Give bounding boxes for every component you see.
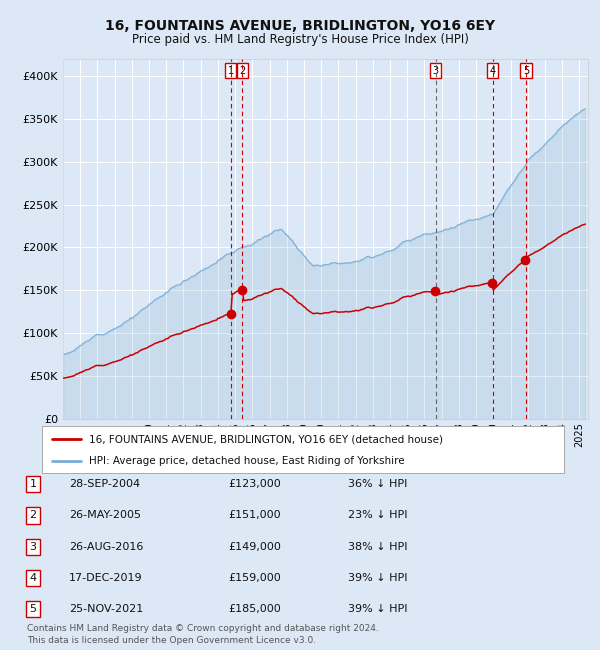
Text: 39% ↓ HPI: 39% ↓ HPI [348,604,407,614]
Text: £185,000: £185,000 [228,604,281,614]
Text: 25-NOV-2021: 25-NOV-2021 [69,604,143,614]
Text: £151,000: £151,000 [228,510,281,521]
Text: £149,000: £149,000 [228,541,281,552]
Text: 4: 4 [490,66,496,75]
Text: 2: 2 [29,510,37,521]
Text: 1: 1 [29,479,37,489]
Text: 5: 5 [523,66,529,75]
Text: 16, FOUNTAINS AVENUE, BRIDLINGTON, YO16 6EY: 16, FOUNTAINS AVENUE, BRIDLINGTON, YO16 … [105,19,495,33]
Text: 36% ↓ HPI: 36% ↓ HPI [348,479,407,489]
Text: 38% ↓ HPI: 38% ↓ HPI [348,541,407,552]
Text: 3: 3 [433,66,439,75]
Text: 2: 2 [239,66,245,75]
Text: £159,000: £159,000 [228,573,281,583]
Text: 23% ↓ HPI: 23% ↓ HPI [348,510,407,521]
Text: 3: 3 [29,541,37,552]
Text: 4: 4 [29,573,37,583]
Text: 16, FOUNTAINS AVENUE, BRIDLINGTON, YO16 6EY (detached house): 16, FOUNTAINS AVENUE, BRIDLINGTON, YO16 … [89,434,443,444]
Text: Price paid vs. HM Land Registry's House Price Index (HPI): Price paid vs. HM Land Registry's House … [131,32,469,46]
Text: £123,000: £123,000 [228,479,281,489]
Text: 28-SEP-2004: 28-SEP-2004 [69,479,140,489]
Text: 26-MAY-2005: 26-MAY-2005 [69,510,141,521]
Text: 39% ↓ HPI: 39% ↓ HPI [348,573,407,583]
Text: 5: 5 [29,604,37,614]
Text: 26-AUG-2016: 26-AUG-2016 [69,541,143,552]
Text: HPI: Average price, detached house, East Riding of Yorkshire: HPI: Average price, detached house, East… [89,456,404,465]
Text: 1: 1 [228,66,234,75]
Text: Contains HM Land Registry data © Crown copyright and database right 2024.
This d: Contains HM Land Registry data © Crown c… [27,624,379,645]
Text: 17-DEC-2019: 17-DEC-2019 [69,573,143,583]
